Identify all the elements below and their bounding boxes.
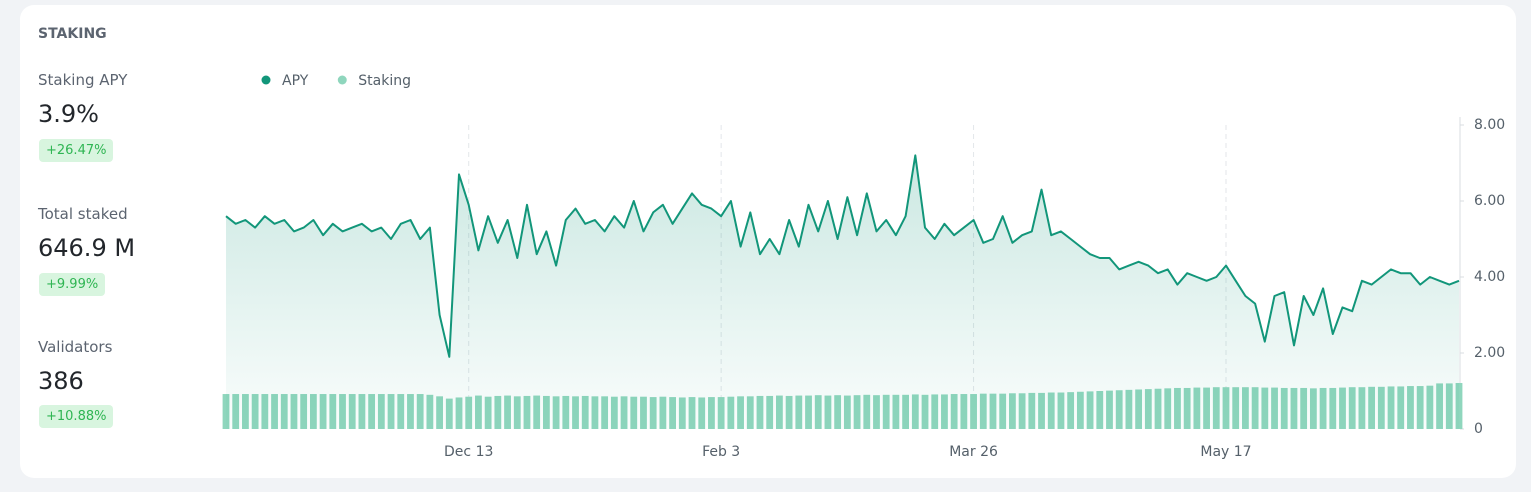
stat-change: +26.47% [39, 139, 114, 162]
legend-marker [261, 75, 271, 85]
legend-label: Staking [358, 73, 411, 89]
stat-value: 3.9% [38, 100, 99, 128]
stat-change: +10.88% [39, 405, 114, 428]
line [225, 154, 1460, 358]
stat-label: Total staked [38, 205, 128, 223]
card-title: STAKING [38, 26, 107, 42]
stat-label: Staking APY [38, 71, 128, 89]
legend-marker [337, 75, 347, 85]
stat-change: +9.99% [39, 273, 106, 296]
y-tick-label: 8.00 [1474, 117, 1505, 133]
legend-label: APY [282, 73, 309, 89]
x-tick-label: Feb 3 [702, 444, 740, 460]
y-tick-label: 6.00 [1474, 193, 1505, 209]
area [226, 155, 1459, 429]
y-tick-label: 2.00 [1474, 345, 1505, 361]
x-tick-label: May 17 [1200, 444, 1251, 460]
y-tick-label: 4.00 [1474, 269, 1505, 285]
stat-value: 386 [38, 367, 84, 395]
stat-value: 646.9 M [38, 234, 136, 262]
stat-label: Validators [38, 338, 113, 356]
x-tick-label: Dec 13 [444, 444, 493, 460]
x-tick-label: Mar 26 [949, 444, 998, 460]
y-tick-label: 0 [1474, 421, 1483, 437]
